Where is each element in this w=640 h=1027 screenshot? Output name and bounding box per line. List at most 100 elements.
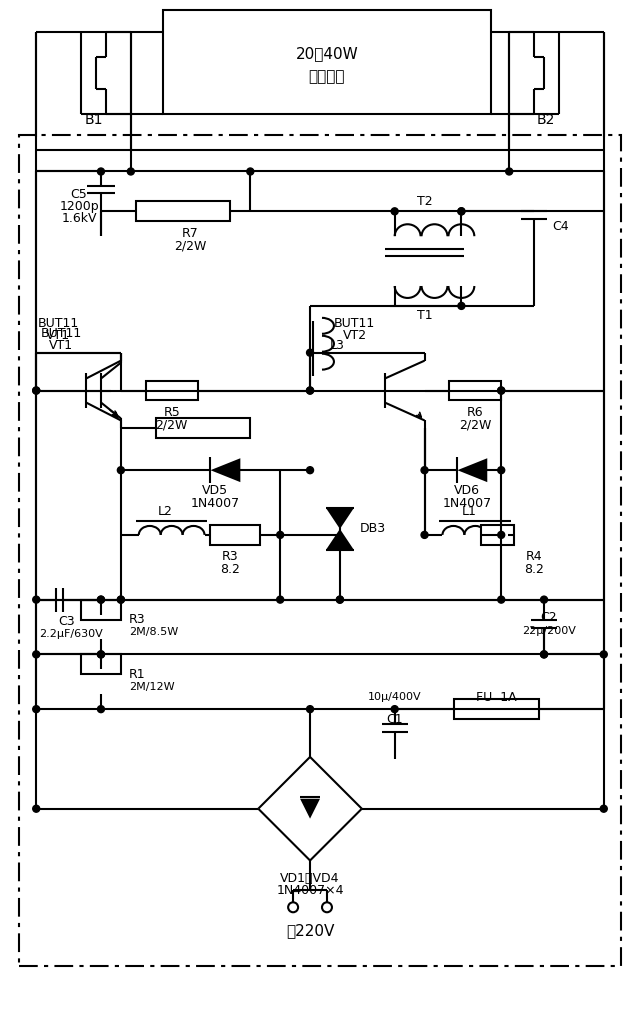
Circle shape — [498, 387, 505, 394]
Circle shape — [276, 596, 284, 603]
Text: 1200p: 1200p — [60, 200, 99, 213]
Circle shape — [541, 596, 547, 603]
Circle shape — [97, 651, 104, 658]
Text: VD1～VD4: VD1～VD4 — [280, 872, 340, 885]
Bar — [81, 600, 121, 619]
Circle shape — [541, 651, 547, 658]
Text: C1: C1 — [387, 713, 403, 726]
Text: BUT11: BUT11 — [38, 317, 79, 331]
Polygon shape — [458, 458, 487, 482]
Circle shape — [307, 706, 314, 713]
Text: R3: R3 — [129, 613, 145, 626]
Text: T1: T1 — [417, 309, 433, 322]
Text: C3: C3 — [58, 615, 74, 629]
Bar — [146, 381, 198, 401]
Text: B1: B1 — [84, 113, 103, 126]
Text: 1N4007: 1N4007 — [191, 496, 240, 509]
Bar — [454, 699, 539, 719]
Polygon shape — [211, 458, 241, 482]
Circle shape — [117, 596, 124, 603]
Text: BUT11: BUT11 — [334, 317, 376, 331]
Circle shape — [458, 207, 465, 215]
Polygon shape — [300, 799, 320, 819]
Text: 1.6kV: 1.6kV — [61, 212, 97, 225]
Circle shape — [337, 596, 344, 603]
Text: R1: R1 — [129, 668, 145, 681]
Text: BUT11: BUT11 — [40, 328, 82, 340]
Circle shape — [498, 387, 505, 394]
Bar — [211, 525, 260, 545]
Text: 2M/12W: 2M/12W — [129, 682, 175, 692]
Text: 2.2μF/630V: 2.2μF/630V — [39, 630, 103, 640]
Circle shape — [33, 387, 40, 394]
Text: 2M/8.5W: 2M/8.5W — [129, 627, 178, 638]
Circle shape — [506, 168, 513, 175]
Bar — [81, 654, 121, 675]
Text: 1N4007: 1N4007 — [443, 496, 492, 509]
Circle shape — [33, 387, 40, 394]
Circle shape — [97, 706, 104, 713]
Circle shape — [498, 531, 505, 538]
Circle shape — [117, 466, 124, 473]
Circle shape — [458, 207, 465, 215]
Text: VT1: VT1 — [49, 339, 73, 352]
Text: FU  1A: FU 1A — [476, 691, 516, 703]
Polygon shape — [326, 508, 354, 529]
Text: VD5: VD5 — [202, 484, 228, 497]
Circle shape — [337, 596, 344, 603]
Circle shape — [600, 805, 607, 812]
Circle shape — [247, 168, 254, 175]
Circle shape — [117, 596, 124, 603]
Bar — [136, 201, 230, 221]
Text: C2: C2 — [541, 611, 557, 624]
Circle shape — [498, 596, 505, 603]
Text: 1N4007×4: 1N4007×4 — [276, 884, 344, 897]
Bar — [481, 525, 514, 545]
Text: 10μ/400V: 10μ/400V — [368, 692, 422, 702]
Text: VD6: VD6 — [454, 484, 481, 497]
Circle shape — [33, 805, 40, 812]
Text: VT2: VT2 — [343, 330, 367, 342]
Text: R5: R5 — [163, 406, 180, 419]
Text: 2/2W: 2/2W — [174, 239, 207, 253]
Circle shape — [97, 651, 104, 658]
Circle shape — [33, 651, 40, 658]
Text: ～220V: ～220V — [286, 922, 334, 938]
Circle shape — [391, 706, 398, 713]
Bar — [19, 135, 621, 966]
Circle shape — [127, 168, 134, 175]
Bar — [156, 418, 250, 439]
Circle shape — [421, 466, 428, 473]
Text: R7: R7 — [182, 227, 199, 239]
Bar — [449, 381, 501, 401]
Circle shape — [33, 706, 40, 713]
Text: 8.2: 8.2 — [524, 563, 544, 576]
Text: C5: C5 — [70, 188, 88, 201]
Circle shape — [307, 387, 314, 394]
Text: VT1: VT1 — [46, 330, 70, 342]
Text: R4: R4 — [525, 550, 542, 564]
Text: 2/2W: 2/2W — [459, 419, 492, 432]
Circle shape — [307, 466, 314, 473]
Text: L3: L3 — [330, 339, 345, 352]
Text: 2/2W: 2/2W — [156, 419, 188, 432]
Circle shape — [97, 596, 104, 603]
Circle shape — [391, 207, 398, 215]
Text: T2: T2 — [417, 195, 433, 207]
Text: C4: C4 — [552, 220, 568, 233]
Text: R3: R3 — [222, 550, 239, 564]
Circle shape — [276, 531, 284, 538]
Text: DB3: DB3 — [360, 523, 386, 535]
Text: 20～40W: 20～40W — [296, 46, 358, 62]
Circle shape — [600, 651, 607, 658]
Circle shape — [421, 531, 428, 538]
Circle shape — [458, 302, 465, 309]
Circle shape — [97, 596, 104, 603]
Circle shape — [541, 651, 547, 658]
Text: 8.2: 8.2 — [220, 563, 241, 576]
Circle shape — [33, 596, 40, 603]
Text: R6: R6 — [467, 406, 484, 419]
Polygon shape — [326, 529, 354, 549]
Bar — [163, 10, 492, 114]
Circle shape — [307, 349, 314, 356]
